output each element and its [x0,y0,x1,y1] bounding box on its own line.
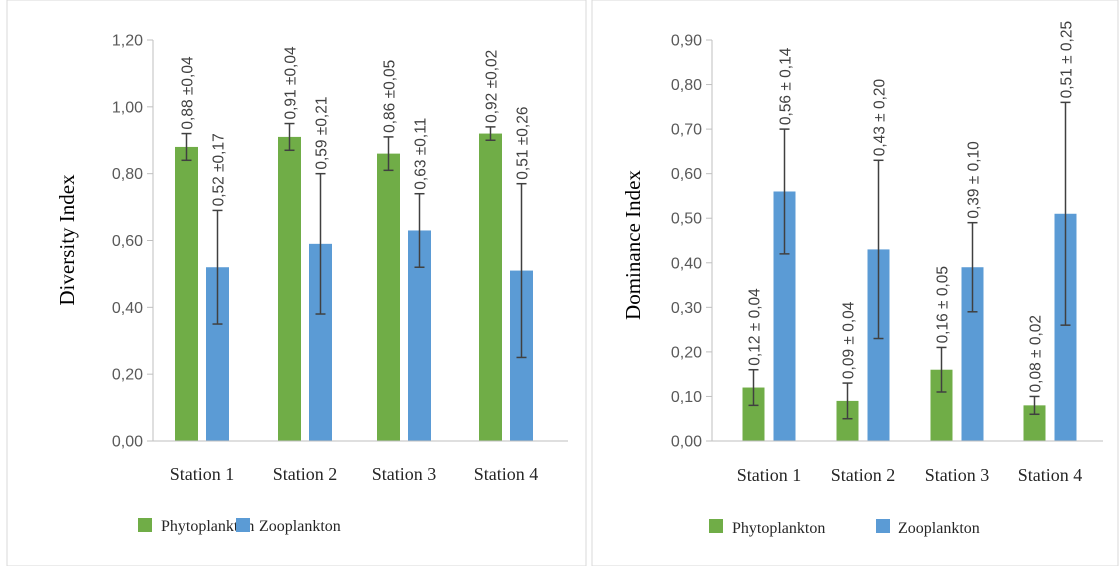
data-label: 0,43 ± 0,20 [872,78,889,156]
x-tick-label: Station 3 [372,464,437,484]
y-tick-label: 0,80 [112,166,143,183]
legend-label-zooplankton: Zooplankton [898,520,980,537]
data-label: 0,52 ±0,17 [211,133,228,206]
x-tick-label: Station 1 [737,465,802,485]
x-tick-label: Station 2 [831,465,896,485]
dominance-chart: 0,00 0,10 0,20 0,30 0,40 0,50 0,60 0,70 0,80 0,90… [621,21,1103,537]
y-tick-label: 0,00 [671,434,702,451]
y-axis-title: Dominance Index [621,170,645,320]
data-label: 0,56 ± 0,14 [778,47,795,125]
y-tick-label: 0,40 [671,255,702,272]
phytoplankton-bar [175,146,198,441]
legend-swatch-zooplankton [236,518,250,532]
zooplankton-bar [1054,213,1077,441]
x-tick-label: Station 1 [170,464,235,484]
y-tick-label: 0,20 [112,367,143,384]
data-label: 0,39 ± 0,10 [966,141,983,219]
zooplankton-bar [309,243,332,441]
zooplankton-bar [961,267,984,441]
y-tick-label: 0,80 [671,77,702,94]
legend-swatch-zooplankton [876,519,890,533]
y-tick-label: 0,50 [671,211,702,228]
x-tick-label: Station 4 [474,464,539,484]
y-tick-label: 1,00 [112,99,143,116]
phytoplankton-bar [836,400,859,441]
data-label: 0,12 ± 0,04 [747,288,764,366]
data-label: 0,51 ±0,26 [515,107,532,180]
x-tick-label: Station 2 [273,464,338,484]
phytoplankton-bar [377,153,400,441]
y-tick-label: 0,60 [112,233,143,250]
legend-label-phytoplankton: Phytoplankton [732,520,825,537]
phytoplankton-bar [930,369,953,441]
x-tick-label: Station 3 [925,465,990,485]
data-label: 0,09 ± 0,04 [841,301,858,379]
legend-label-zooplankton: Zooplankton [259,518,341,535]
data-label: 0,51 ± 0,25 [1059,21,1076,98]
data-label: 0,91 ±0,04 [283,46,300,120]
y-tick-label: 0,30 [671,300,702,317]
data-label: 0,08 ± 0,02 [1028,315,1045,392]
phytoplankton-bar [278,136,301,442]
x-tick-label: Station 4 [1018,465,1083,485]
y-tick-label: 0,60 [671,166,702,183]
y-tick-label: 0,20 [671,344,702,361]
zooplankton-bar [206,267,229,441]
panel-frame-right [591,0,1119,566]
y-tick-label: 0,40 [112,300,143,317]
phytoplankton-bar [479,133,502,442]
data-label: 0,86 ±0,05 [382,60,399,133]
data-label: 0,92 ±0,02 [484,50,501,123]
legend-swatch-phytoplankton [138,518,152,532]
panel-frame-left [6,0,587,566]
zooplankton-bar [773,191,796,441]
data-label: 0,16 ± 0,05 [935,266,952,343]
data-label: 0,63 ±0,11 [413,118,430,190]
legend-swatch-phytoplankton [709,519,723,533]
y-tick-label: 0,90 [671,33,702,50]
y-tick-label: 1,20 [112,33,143,50]
data-label: 0,88 ±0,04 [180,56,197,130]
y-tick-label: 0,70 [671,122,702,139]
zooplankton-bar [867,249,890,441]
y-tick-label: 0,10 [671,389,702,406]
y-tick-label: 0,00 [112,434,143,451]
data-label: 0,59 ±0,21 [314,97,331,170]
phytoplankton-bar [742,387,765,441]
zooplankton-bar [408,230,431,441]
y-axis-title: Diversity Index [55,174,79,306]
phytoplankton-bar [1023,405,1046,441]
legend-label-phytoplankton: Phytoplankton [161,518,254,535]
diversity-chart: 0,00 0,20 0,40 0,60 0,80 1,00 1,20 0,88 ±0,04 0,… [55,33,568,535]
